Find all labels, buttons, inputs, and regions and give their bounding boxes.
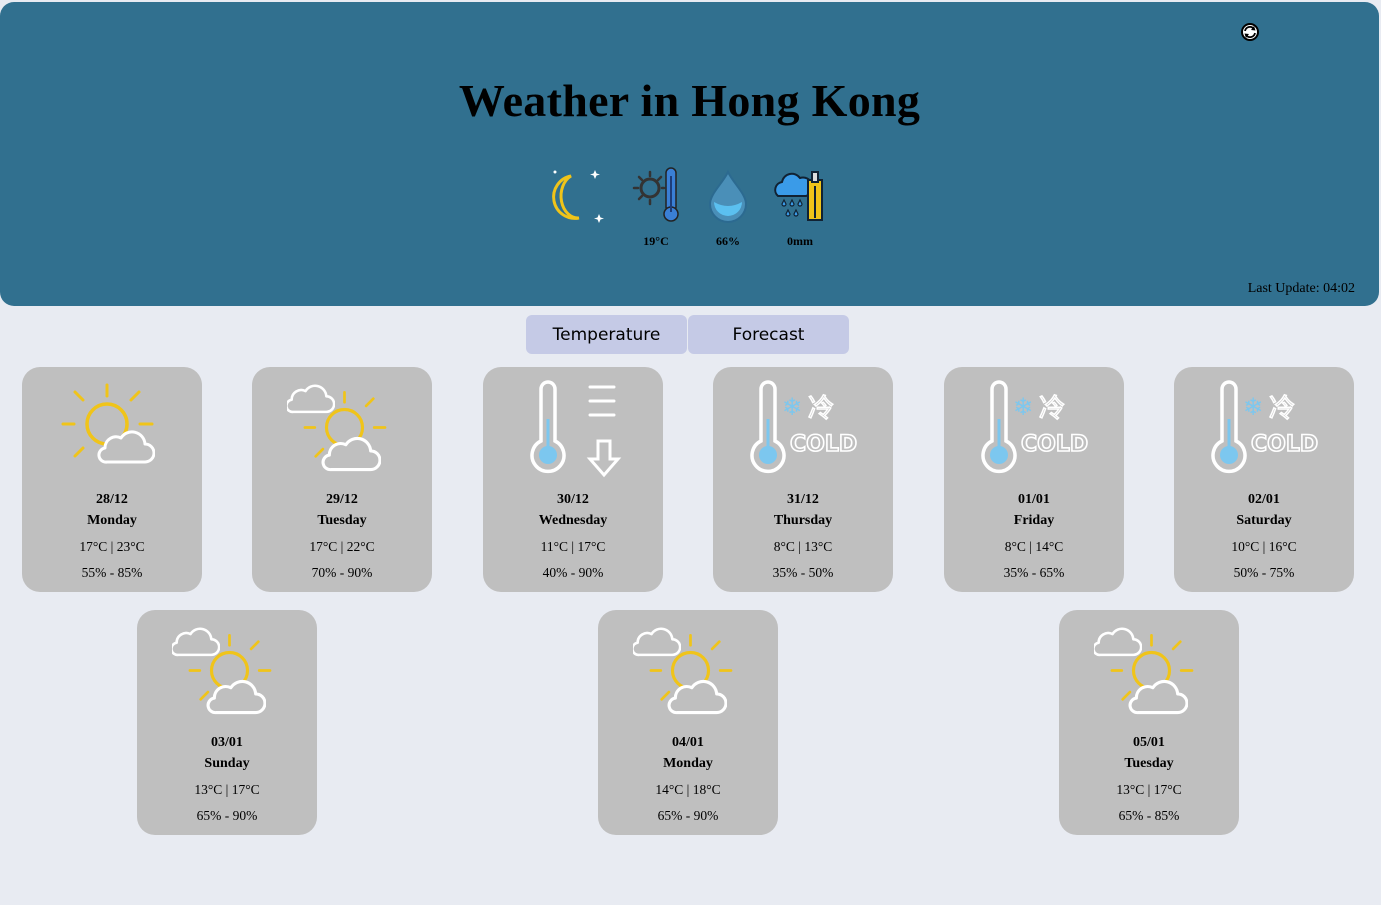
tab-temperature[interactable]: Temperature (526, 315, 687, 354)
forecast-day: Friday (1013, 513, 1055, 528)
forecast-humidity: 65% - 90% (657, 808, 719, 823)
svg-text:冷: 冷 (808, 394, 834, 424)
forecast-card[interactable]: 03/01 Sunday 13°C | 17°C 65% - 90% (137, 610, 317, 835)
page-title: Weather in Hong Kong (458, 75, 921, 126)
cloudy-sun-icon (1094, 627, 1194, 715)
last-update: Last Update: 04:02 (1247, 281, 1355, 296)
forecast-day: Monday (663, 756, 713, 771)
svg-text:❄: ❄ (782, 393, 802, 421)
forecast-date: 03/01 (211, 735, 243, 750)
forecast-temperature: 11°C | 17°C (540, 539, 606, 554)
tab-forecast[interactable]: Forecast (688, 315, 849, 354)
cloudy-sun-icon (287, 384, 387, 472)
forecast-humidity: 55% - 85% (81, 565, 143, 580)
forecast-day: Tuesday (317, 513, 367, 528)
forecast-temperature: 13°C | 17°C (194, 782, 260, 797)
forecast-date: 29/12 (326, 492, 358, 507)
forecast-card[interactable]: 04/01 Monday 14°C | 18°C 65% - 90% (598, 610, 778, 835)
forecast-date: 04/01 (672, 735, 704, 750)
forecast-humidity: 40% - 90% (542, 565, 604, 580)
forecast-day: Monday (87, 513, 137, 528)
forecast-humidity: 35% - 65% (1003, 565, 1065, 580)
moon-stars-icon (552, 170, 604, 223)
svg-text:冷: 冷 (1269, 394, 1295, 424)
forecast-date: 28/12 (96, 492, 128, 507)
sun-thermometer-icon (632, 167, 679, 222)
forecast-date: 31/12 (787, 492, 819, 507)
svg-text:❄: ❄ (1013, 393, 1033, 421)
current-humidity: 66% (716, 234, 740, 248)
current-rainfall: 0mm (787, 234, 813, 248)
sun-cloud-icon (57, 379, 155, 464)
svg-text:冷: 冷 (1039, 394, 1065, 424)
refresh-icon[interactable] (1240, 22, 1260, 42)
svg-text:COLD: COLD (1251, 432, 1318, 457)
forecast-humidity: 65% - 90% (196, 808, 258, 823)
forecast-day: Sunday (204, 756, 250, 771)
forecast-temperature: 17°C | 23°C (79, 539, 145, 554)
forecast-temperature: 13°C | 17°C (1116, 782, 1182, 797)
forecast-temperature: 8°C | 14°C (1004, 539, 1064, 554)
cold-icon: ❄ 冷 COLD (1211, 380, 1319, 474)
svg-text:COLD: COLD (1021, 432, 1088, 457)
forecast-temperature: 14°C | 18°C (655, 782, 721, 797)
forecast-card[interactable]: ❄ 冷 COLD 01/01 Friday 8°C | 14°C 35% - 6… (944, 367, 1124, 592)
header-banner: Weather in Hong Kong 19°C 66% (0, 2, 1379, 306)
forecast-day: Tuesday (1124, 756, 1174, 771)
humidity-drop-icon (708, 169, 748, 223)
forecast-card[interactable]: 29/12 Tuesday 17°C | 22°C 70% - 90% (252, 367, 432, 592)
forecast-temperature: 17°C | 22°C (309, 539, 375, 554)
forecast-date: 30/12 (557, 492, 589, 507)
forecast-humidity: 35% - 50% (772, 565, 834, 580)
forecast-day: Thursday (773, 513, 833, 528)
svg-text:COLD: COLD (790, 432, 857, 457)
forecast-humidity: 65% - 85% (1118, 808, 1180, 823)
forecast-day: Wednesday (538, 513, 608, 528)
cloudy-sun-icon (172, 627, 272, 715)
rain-gauge-icon (774, 171, 823, 221)
forecast-card[interactable]: 28/12 Monday 17°C | 23°C 55% - 85% (22, 367, 202, 592)
forecast-card[interactable]: 30/12 Wednesday 11°C | 17°C 40% - 90% (483, 367, 663, 592)
forecast-card[interactable]: 05/01 Tuesday 13°C | 17°C 65% - 85% (1059, 610, 1239, 835)
forecast-temperature: 10°C | 16°C (1231, 539, 1297, 554)
current-temperature: 19°C (643, 234, 669, 248)
cold-icon: ❄ 冷 COLD (981, 380, 1089, 474)
forecast-day: Saturday (1236, 513, 1292, 528)
forecast-humidity: 70% - 90% (311, 565, 373, 580)
temperature-drop-icon (530, 380, 622, 478)
cloudy-sun-icon (633, 627, 733, 715)
forecast-humidity: 50% - 75% (1233, 565, 1295, 580)
forecast-card[interactable]: ❄ 冷 COLD 31/12 Thursday 8°C | 13°C 35% -… (713, 367, 893, 592)
cold-icon: ❄ 冷 COLD (750, 380, 858, 474)
forecast-date: 02/01 (1248, 492, 1280, 507)
forecast-card[interactable]: ❄ 冷 COLD 02/01 Saturday 10°C | 16°C 50% … (1174, 367, 1354, 592)
forecast-temperature: 8°C | 13°C (773, 539, 833, 554)
view-tabs: Temperature Forecast (526, 315, 850, 354)
forecast-date: 05/01 (1133, 735, 1165, 750)
svg-text:❄: ❄ (1243, 393, 1263, 421)
forecast-date: 01/01 (1018, 492, 1050, 507)
